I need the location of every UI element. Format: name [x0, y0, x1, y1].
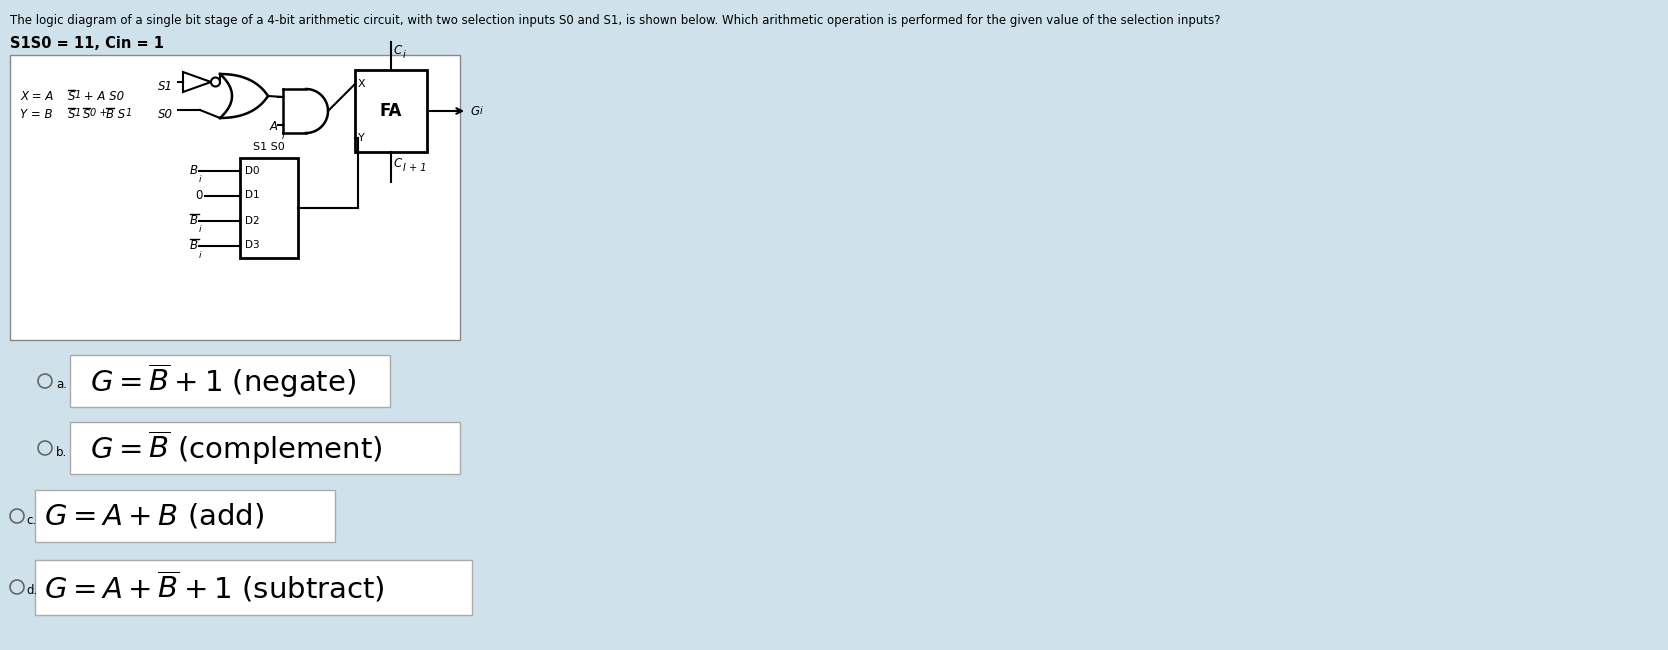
Text: S: S [83, 108, 90, 121]
Text: X: X [359, 79, 365, 89]
Text: S: S [68, 108, 75, 121]
Text: i: i [198, 250, 202, 259]
Text: S1S0 = 11, Cin = 1: S1S0 = 11, Cin = 1 [10, 36, 163, 51]
Text: 0: 0 [195, 189, 202, 202]
Text: B: B [107, 108, 113, 121]
Text: B: B [190, 214, 198, 227]
Text: The logic diagram of a single bit stage of a 4-bit arithmetic circuit, with two : The logic diagram of a single bit stage … [10, 14, 1221, 27]
Text: 1: 1 [75, 108, 85, 118]
Text: FA: FA [380, 102, 402, 120]
Text: S1: S1 [158, 79, 173, 92]
Text: S: S [113, 108, 125, 121]
Text: C: C [394, 157, 402, 170]
Text: $G = A + \overline{B} + 1$ (subtract): $G = A + \overline{B} + 1$ (subtract) [43, 569, 385, 604]
Text: D3: D3 [245, 240, 260, 250]
Text: I + 1: I + 1 [404, 163, 427, 173]
Text: S1 S0: S1 S0 [254, 142, 285, 152]
Text: S0: S0 [158, 107, 173, 120]
Text: B: B [190, 239, 198, 252]
Text: X = A: X = A [20, 90, 57, 103]
Text: i: i [198, 176, 202, 185]
Text: D2: D2 [245, 216, 260, 226]
Bar [240, 158, 299, 258]
Text: 0 +: 0 + [90, 108, 110, 118]
Text: i: i [282, 132, 285, 141]
Text: G: G [470, 105, 479, 118]
Text: i: i [480, 106, 482, 116]
Text: A: A [270, 120, 279, 133]
Text: $G = \overline{B}$ (complement): $G = \overline{B}$ (complement) [90, 429, 382, 467]
Bar [70, 355, 390, 407]
Text: i: i [198, 226, 202, 235]
Bar [10, 55, 460, 340]
Bar [35, 490, 335, 542]
Text: 1: 1 [127, 108, 132, 118]
Text: a.: a. [57, 378, 67, 391]
Text: $G = \overline{B} + 1$ (negate): $G = \overline{B} + 1$ (negate) [90, 362, 357, 400]
Text: b.: b. [57, 445, 67, 458]
Text: c.: c. [27, 514, 37, 526]
Text: C: C [394, 44, 402, 57]
Text: Y: Y [359, 133, 365, 143]
Bar [70, 422, 460, 474]
Text: + A S0: + A S0 [80, 90, 123, 103]
Text: S: S [68, 90, 75, 103]
Text: d.: d. [27, 584, 37, 597]
Text: i: i [404, 50, 405, 60]
Bar [355, 70, 427, 152]
Bar [35, 560, 472, 615]
Text: B: B [190, 164, 198, 177]
Text: 1: 1 [75, 90, 82, 100]
Text: $G = A + B$ (add): $G = A + B$ (add) [43, 502, 264, 530]
Text: D0: D0 [245, 166, 260, 176]
Text: Y = B: Y = B [20, 108, 57, 121]
Text: D1: D1 [245, 190, 260, 200]
